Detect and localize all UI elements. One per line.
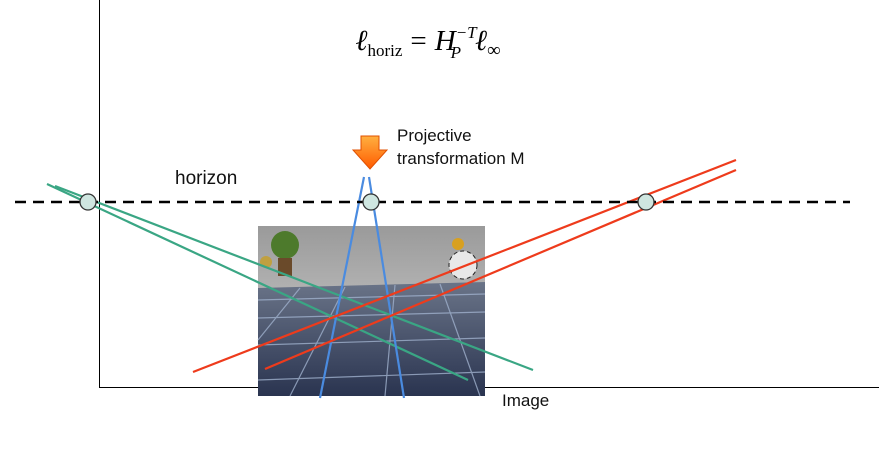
formula-lhs: ℓ [355, 25, 367, 57]
formula-rhs: ℓ [475, 25, 487, 57]
arrow-label-line2: transformation M [397, 149, 525, 168]
formula-equals: = [410, 25, 426, 57]
formula-lhs-sub: horiz [367, 41, 402, 60]
image-label: Image [502, 391, 549, 410]
photo [257, 226, 486, 397]
blue-line [367, 176, 406, 399]
horizon-label: horizon [175, 168, 237, 189]
blue-line [318, 176, 366, 399]
arrow-label-line1: Projective [397, 126, 472, 145]
formula-matrix: H [434, 25, 458, 57]
formula-matrix-sub: P [450, 43, 461, 62]
vanishing-point [79, 193, 97, 211]
vanishing-point [637, 193, 655, 211]
formula-rhs-sub: ∞ [487, 40, 501, 61]
red-line [264, 168, 737, 371]
green-line [54, 184, 534, 372]
vanishing-point [362, 193, 380, 211]
green-line [46, 183, 469, 381]
formula-matrix-sup: −T [456, 23, 478, 42]
down-arrow [351, 135, 389, 170]
